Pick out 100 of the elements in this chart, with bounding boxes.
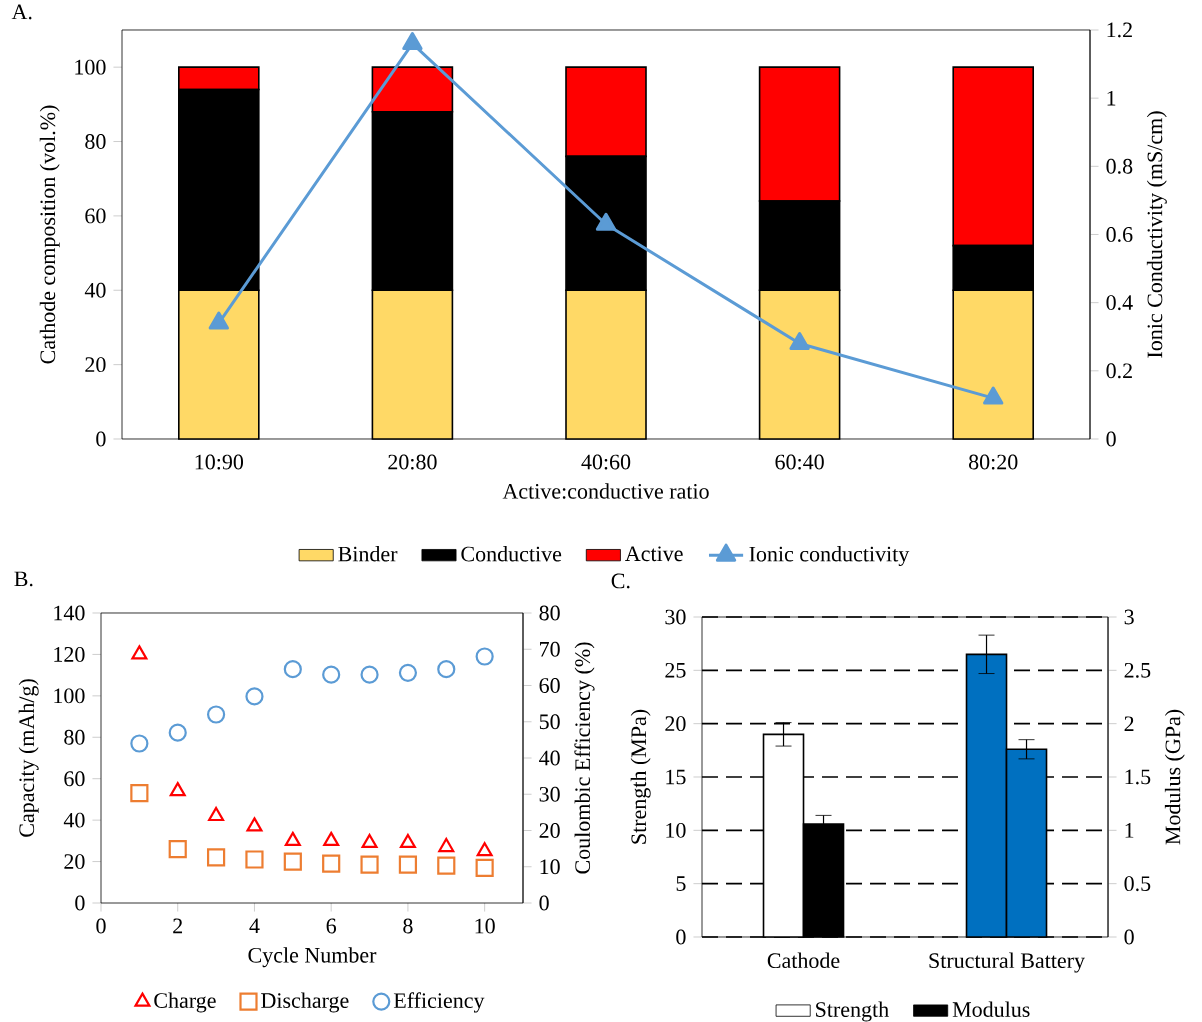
y-tick-label: 20	[64, 854, 85, 869]
point	[208, 806, 225, 822]
x-tick-label: Structural Battery	[929, 952, 1085, 973]
point	[360, 665, 379, 684]
y-tick-label: 100	[54, 688, 85, 704]
y2-tick-label: 3	[1124, 609, 1134, 625]
y2-tick-label: 1	[1125, 823, 1134, 838]
y2-tick-label: 0	[1106, 431, 1116, 447]
y2-tick-label: 0.6	[1106, 227, 1133, 242]
y2-tick-label: 40	[539, 750, 560, 766]
y2-tick-label: 1.2	[1107, 22, 1132, 38]
point	[595, 212, 617, 231]
x-tick-label: 80:20	[969, 454, 1018, 470]
chart-title: C.	[611, 573, 630, 589]
point	[208, 311, 229, 330]
point	[206, 705, 226, 724]
legend-label: Modulus	[952, 1001, 1030, 1017]
y2-tick-label: 1	[1107, 90, 1116, 106]
point	[322, 665, 341, 684]
y-tick-label: 20	[85, 357, 106, 373]
legend-label: Efficiency	[393, 992, 485, 1013]
y-tick-label: 140	[54, 605, 85, 621]
y2-tick-label: 1.5	[1125, 769, 1151, 785]
y2-tick-label: 0.5	[1124, 876, 1151, 892]
y2-tick-label: 10	[540, 859, 560, 875]
x-tick-label: 4	[249, 918, 260, 934]
point	[475, 647, 494, 666]
x-tick-label: 6	[326, 918, 337, 934]
y2-tick-label: 60	[539, 678, 560, 693]
y2-axis-title: Coulombic Efficiency (%)	[574, 642, 595, 874]
point	[246, 817, 263, 832]
y-tick-label: 30	[665, 609, 686, 625]
legend-label: Charge	[154, 992, 216, 1013]
y-tick-label: 80	[64, 729, 85, 745]
point	[130, 734, 149, 753]
y-tick-label: 15	[666, 769, 686, 785]
point	[398, 663, 418, 682]
point	[284, 831, 301, 846]
point	[437, 660, 456, 679]
point	[789, 332, 810, 351]
x-tick-label: 40:60	[581, 454, 631, 470]
point	[475, 858, 494, 877]
y-tick-label: 40	[84, 282, 106, 298]
x-tick-label: 8	[403, 918, 413, 934]
point	[476, 842, 493, 857]
y-axis-title: Strength (MPa)	[630, 709, 651, 844]
legend-label: Conductive	[461, 546, 562, 562]
point	[361, 833, 378, 849]
y-tick-label: 80	[85, 134, 106, 149]
point	[399, 833, 416, 849]
x-tick-label: 2	[173, 918, 183, 934]
y2-tick-label: 0.8	[1106, 158, 1133, 174]
y-tick-label: 10	[666, 822, 686, 838]
y2-tick-label: 0	[1124, 929, 1134, 945]
x-tick-label: Cathode	[767, 952, 840, 969]
y-tick-label: 0	[75, 895, 85, 911]
legend-label: Discharge	[261, 992, 349, 1013]
y-axis-title: Cathode composition (vol.%)	[39, 105, 60, 364]
point	[398, 855, 418, 874]
y2-axis-title: Modulus (GPa)	[1164, 709, 1185, 845]
point	[168, 840, 187, 859]
legend-label: Ionic conductivity	[749, 546, 910, 567]
y-tick-label: 60	[64, 771, 85, 787]
point	[130, 784, 149, 803]
point	[438, 837, 455, 853]
y2-tick-label: 0.2	[1106, 363, 1132, 379]
y-tick-label: 0	[676, 929, 686, 945]
y-tick-label: 25	[665, 662, 686, 678]
y-tick-label: 60	[85, 208, 106, 224]
legend-label: Active	[625, 546, 683, 562]
chart-title: B.	[14, 571, 33, 587]
y-tick-label: 120	[54, 647, 85, 662]
point	[168, 723, 187, 742]
point	[283, 852, 302, 871]
legend-label: Strength	[816, 1001, 889, 1022]
x-tick-label: 20:80	[388, 454, 437, 470]
y2-tick-label: 20	[539, 823, 560, 838]
y2-tick-label: 0.4	[1106, 295, 1133, 311]
y2-tick-label: 2.5	[1124, 662, 1151, 678]
y2-tick-label: 30	[539, 786, 560, 802]
y2-tick-label: 2	[1124, 716, 1134, 731]
y2-axis-title: Ionic Conductivity (mS/cm)	[1146, 111, 1167, 358]
x-axis-title: Cycle Number	[248, 947, 377, 968]
point	[245, 850, 264, 869]
point	[131, 645, 148, 660]
point	[322, 854, 341, 873]
y2-tick-label: 70	[540, 641, 560, 657]
y2-tick-label: 80	[539, 605, 560, 621]
y-tick-label: 20	[665, 716, 686, 732]
x-tick-label: 10:90	[195, 454, 244, 470]
point	[245, 687, 264, 706]
chart-title: A.	[11, 4, 32, 20]
y-axis-title: Capacity (mAh/g)	[18, 679, 39, 837]
point	[169, 782, 186, 797]
point	[437, 856, 456, 875]
y-tick-label: 40	[63, 812, 85, 828]
x-axis-title: Active:conductive ratio	[502, 483, 709, 499]
legend-label: Binder	[338, 546, 398, 562]
y-tick-label: 100	[75, 59, 106, 75]
y-tick-label: 0	[96, 431, 106, 447]
